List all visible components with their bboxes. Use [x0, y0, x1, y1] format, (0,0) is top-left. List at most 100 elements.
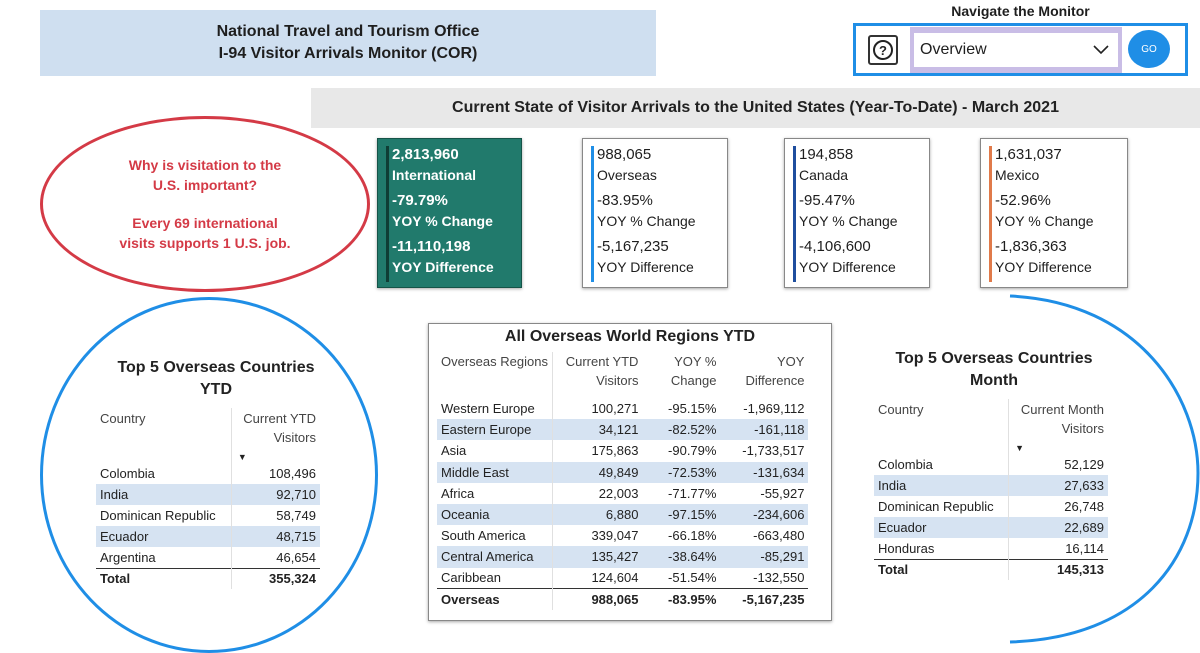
table-row[interactable]: Oceania 6,880 -97.15% -234,606 — [437, 503, 809, 526]
page-dropdown-frame: Overview — [910, 27, 1122, 73]
cell-yoy-diff: -161,118 — [754, 422, 805, 438]
table-row[interactable]: Caribbean 124,604 -51.54% -132,550 — [437, 567, 808, 589]
cell-visitors: 16,114 — [1065, 540, 1104, 556]
why-line-4: visits supports 1 U.S. job. — [119, 235, 291, 251]
page-dropdown-value: Overview — [920, 41, 987, 58]
cell-yoy-pct: -82.52% — [668, 422, 717, 438]
column-header-region[interactable]: Overseas Regions — [437, 352, 553, 398]
kpi-yoy-pct: -79.79% — [392, 192, 448, 209]
cell-yoy-diff: -663,480 — [753, 528, 805, 544]
total-label: Total — [874, 558, 1010, 580]
cell-country: Colombia — [874, 454, 1010, 475]
table-row[interactable]: Central America 135,427 -38.64% -85,291 — [437, 546, 809, 568]
cell-visitors: 27,633 — [1064, 478, 1104, 493]
table-row[interactable]: India 27,633 — [874, 475, 1108, 496]
kpi-name: International — [392, 167, 477, 183]
cell-yoy-diff: -132,550 — [753, 570, 805, 586]
column-header-visitors-line-1: Current Month — [1020, 402, 1104, 417]
kpi-yoy-diff: -1,836,363 — [995, 238, 1067, 255]
cell-country: Colombia — [96, 463, 232, 484]
kpi-yoy-diff: -5,167,235 — [597, 238, 669, 255]
why-line-3: Every 69 international — [132, 215, 278, 231]
cell-country: Argentina — [96, 547, 232, 568]
total-yoy-diff: -5,167,235 — [720, 588, 809, 610]
cell-yoy-pct: -95.15% — [668, 401, 717, 417]
cell-country: India — [874, 475, 1010, 496]
column-header-visitors[interactable]: Current YTD Visitors — [552, 352, 642, 398]
cell-country: Ecuador — [874, 517, 1010, 538]
column-header-visitors[interactable]: Current Month Visitors — [1009, 399, 1108, 439]
cell-region: Asia — [437, 440, 553, 462]
kpi-yoy-diff-label: YOY Difference — [995, 259, 1092, 275]
cell-yoy-diff: -131,634 — [753, 464, 805, 480]
kpi-yoy-pct: -95.47% — [799, 192, 855, 209]
table-row[interactable]: Colombia 108,496 — [96, 463, 320, 484]
decorative-arc — [1009, 294, 1200, 644]
cell-yoy-diff: -85,291 — [760, 549, 805, 565]
cell-region: Western Europe — [437, 398, 553, 420]
table-row[interactable]: Colombia 52,129 — [874, 454, 1108, 475]
table-row[interactable]: Ecuador 22,689 — [874, 517, 1108, 538]
total-visitors: 988,065 — [552, 588, 643, 610]
kpi-accent-bar — [591, 146, 594, 282]
kpi-yoy-pct-label: YOY % Change — [799, 213, 898, 229]
page-title: National Travel and Tourism Office I-94 … — [40, 10, 656, 76]
kpi-yoy-pct-label: YOY % Change — [995, 213, 1094, 229]
nav-label: Navigate the Monitor — [951, 3, 1090, 19]
column-header-country[interactable]: Country — [96, 408, 232, 448]
total-value: 145,313 — [1008, 558, 1108, 580]
cell-country: Dominican Republic — [96, 505, 232, 526]
kpi-name: Mexico — [995, 167, 1040, 183]
cell-visitors: 58,749 — [276, 508, 316, 523]
table-row[interactable]: Dominican Republic 58,749 — [96, 505, 320, 526]
total-row: Overseas 988,065 -83.95% -5,167,235 — [437, 588, 809, 610]
sort-desc-icon[interactable]: ▼ — [1015, 443, 1025, 453]
go-button[interactable]: GO — [1128, 30, 1170, 68]
kpi-value: 194,858 — [799, 146, 854, 163]
column-header-country[interactable]: Country — [874, 399, 1010, 439]
table-row[interactable]: Dominican Republic 26,748 — [874, 496, 1108, 517]
total-value: 355,324 — [231, 567, 320, 589]
column-header-visitors-line-2: Visitors — [273, 430, 316, 445]
table-row[interactable]: Honduras 16,114 — [874, 538, 1108, 559]
help-button[interactable]: ? — [868, 35, 898, 65]
total-yoy-pct: -83.95% — [642, 588, 721, 610]
table-row[interactable]: Africa 22,003 -71.77% -55,927 — [437, 482, 808, 504]
cell-visitors: 52,129 — [1064, 457, 1104, 472]
table-row[interactable]: Western Europe 100,271 -95.15% -1,969,112 — [437, 398, 808, 420]
kpi-yoy-pct-label: YOY % Change — [392, 213, 493, 229]
table-row[interactable]: Eastern Europe 34,121 -82.52% -161,118 — [437, 419, 809, 441]
cell-yoy-pct: -51.54% — [668, 570, 717, 586]
why-line-2: U.S. important? — [152, 177, 258, 193]
why-line-1: Why is visitation to the — [128, 157, 282, 173]
table-row[interactable]: Ecuador 48,715 — [96, 526, 320, 547]
table-row[interactable]: Middle East 49,849 -72.53% -131,634 — [437, 461, 809, 483]
cell-visitors: 339,047 — [591, 528, 639, 544]
kpi-yoy-pct-label: YOY % Change — [597, 213, 696, 229]
column-header-yoy-pct-line-1: YOY % — [674, 354, 717, 369]
column-header-visitors-line-1: Current YTD — [565, 354, 639, 369]
cell-country: Ecuador — [96, 526, 232, 547]
kpi-yoy-diff-label: YOY Difference — [597, 259, 694, 275]
column-header-yoy-pct[interactable]: YOY % Change — [642, 352, 720, 398]
column-header-visitors[interactable]: Current YTD Visitors — [231, 408, 320, 448]
table-row[interactable]: Argentina 46,654 — [96, 547, 320, 568]
column-header-yoy-diff-line-1: YOY — [776, 354, 805, 369]
cell-visitors: 26,748 — [1064, 499, 1104, 514]
table-row[interactable]: South America 339,047 -66.18% -663,480 — [437, 525, 808, 547]
cell-yoy-pct: -97.15% — [668, 507, 717, 523]
sort-desc-icon[interactable]: ▼ — [237, 452, 247, 462]
cell-visitors: 46,654 — [276, 549, 316, 565]
kpi-yoy-pct: -52.96% — [995, 192, 1051, 209]
column-header-yoy-diff[interactable]: YOY Difference — [720, 352, 808, 398]
top5-month-title-line-1: Top 5 Overseas Countries — [895, 350, 1093, 367]
column-header-visitors-line-1: Current YTD — [243, 411, 316, 426]
why-important-callout: Why is visitation to the U.S. important?… — [40, 116, 370, 292]
cell-visitors: 108,496 — [269, 466, 316, 481]
column-header-yoy-diff-line-2: Difference — [745, 373, 805, 388]
table-row[interactable]: Asia 175,863 -90.79% -1,733,517 — [437, 440, 808, 462]
page-dropdown[interactable]: Overview — [914, 33, 1118, 67]
cell-yoy-diff: -55,927 — [760, 485, 805, 501]
table-row[interactable]: India 92,710 — [96, 484, 320, 505]
cell-visitors: 100,271 — [591, 401, 639, 417]
